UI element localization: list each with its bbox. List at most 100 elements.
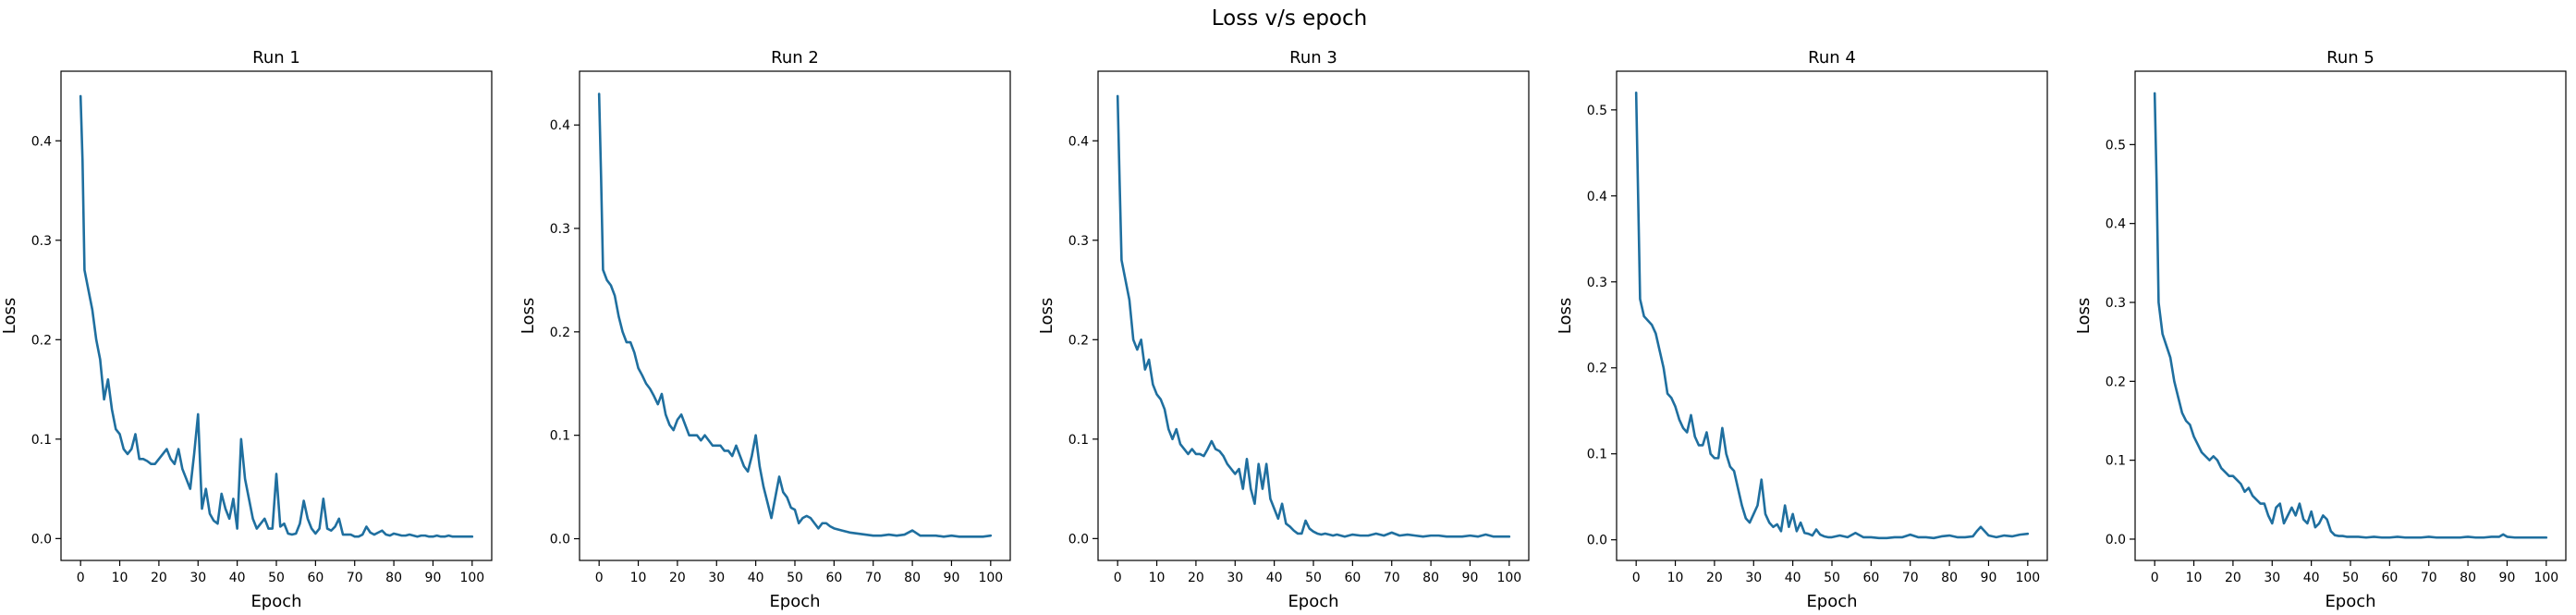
x-tick-label: 100	[1496, 571, 1521, 585]
axes-frame	[579, 70, 1011, 561]
x-tick-label: 0	[1114, 571, 1122, 585]
y-tick-label: 0.1	[550, 429, 570, 444]
x-tick-label: 60	[2381, 571, 2398, 585]
x-tick-label: 40	[1785, 571, 1801, 585]
x-tick-label: 10	[1667, 571, 1684, 585]
x-tick-label: 0	[595, 571, 604, 585]
subplot-title: Run 3	[1289, 48, 1337, 68]
x-tick-label: 80	[904, 571, 921, 585]
loss-series-line	[2153, 92, 2548, 539]
axes-frame	[1097, 70, 1530, 561]
x-tick-label: 50	[1305, 571, 1322, 585]
loss-series-line	[1116, 94, 1511, 538]
y-tick-label: 0.3	[31, 234, 52, 249]
subplot-title: Run 4	[1808, 48, 1856, 68]
x-tick-label: 30	[708, 571, 725, 585]
loss-series-line	[79, 94, 474, 538]
y-tick-label: 0.4	[2106, 217, 2126, 232]
subplot-run-2: Run 2 0 10 20 30 40 50 60 70 80 90 100 0.0 0.1 0.2 0.3 0…	[519, 48, 1011, 611]
x-tick-label: 30	[1745, 571, 1762, 585]
y-tick-label: 0.4	[550, 118, 570, 133]
x-tick-label: 30	[1227, 571, 1243, 585]
y-tick-label: 0.0	[1587, 534, 1607, 548]
subplot-title: Run 5	[2326, 48, 2375, 68]
x-tick-label: 60	[307, 571, 324, 585]
figure-suptitle: Loss v/s epoch	[1212, 6, 1367, 31]
y-tick-label: 0.4	[1587, 190, 1607, 204]
x-tick-label: 90	[2499, 571, 2516, 585]
axes-frame	[2134, 70, 2567, 561]
x-tick-label: 0	[1632, 571, 1641, 585]
x-tick-label: 80	[1422, 571, 1439, 585]
y-axis-label: Loss	[1037, 298, 1056, 334]
x-tick-label: 20	[2225, 571, 2241, 585]
x-tick-label: 30	[2264, 571, 2280, 585]
x-tick-label: 40	[748, 571, 764, 585]
x-axis-label: Epoch	[769, 592, 820, 611]
y-tick-label: 0.5	[2106, 138, 2126, 153]
y-tick-label: 0.2	[1068, 333, 1089, 348]
x-tick-label: 100	[2015, 571, 2040, 585]
x-tick-label: 70	[1902, 571, 1919, 585]
x-tick-label: 70	[1384, 571, 1400, 585]
x-tick-label: 50	[2342, 571, 2359, 585]
y-tick-label: 0.2	[550, 326, 570, 340]
y-tick-label: 0.1	[31, 433, 52, 448]
x-tick-label: 40	[229, 571, 246, 585]
subplot-title: Run 2	[771, 48, 819, 68]
x-tick-label: 60	[1862, 571, 1879, 585]
y-tick-label: 0.3	[550, 222, 570, 237]
x-tick-label: 90	[425, 571, 442, 585]
y-tick-label: 0.3	[2106, 296, 2126, 311]
x-tick-label: 0	[2151, 571, 2159, 585]
x-axis-label: Epoch	[2325, 592, 2375, 611]
x-tick-label: 90	[1462, 571, 1479, 585]
x-tick-label: 50	[787, 571, 803, 585]
x-tick-label: 10	[1149, 571, 1166, 585]
x-tick-label: 80	[2460, 571, 2476, 585]
y-tick-label: 0.2	[2106, 375, 2126, 389]
x-tick-label: 50	[1824, 571, 1840, 585]
y-tick-label: 0.3	[1587, 276, 1607, 290]
y-tick-label: 0.4	[31, 134, 52, 149]
x-tick-label: 70	[865, 571, 882, 585]
x-tick-label: 30	[189, 571, 206, 585]
x-tick-label: 100	[978, 571, 1003, 585]
x-tick-label: 80	[385, 571, 402, 585]
y-axis-label: Loss	[1556, 298, 1575, 334]
x-tick-label: 20	[1706, 571, 1723, 585]
y-tick-label: 0.1	[1587, 448, 1607, 462]
y-tick-label: 0.2	[1587, 362, 1607, 376]
y-axis-label: Loss	[0, 298, 19, 334]
x-tick-label: 60	[825, 571, 842, 585]
y-tick-label: 0.1	[1068, 433, 1089, 448]
subplot-run-5: Run 5 0 10 20 30 40 50 60 70 80 90 100 0.0 0.1 0.2 0.3 0…	[2074, 48, 2567, 611]
x-axis-label: Epoch	[250, 592, 301, 611]
loss-series-line	[1634, 91, 2030, 540]
subplot-title: Run 1	[252, 48, 300, 68]
y-axis-label: Loss	[2074, 298, 2094, 334]
subplot-run-1: Run 1 0 10 20 30 40 50 60 70 80 90 100 0.0 0.1 0.2 0.3 0…	[0, 48, 493, 611]
x-axis-label: Epoch	[1806, 592, 1857, 611]
x-tick-label: 90	[944, 571, 960, 585]
x-tick-label: 20	[151, 571, 167, 585]
x-tick-label: 10	[630, 571, 647, 585]
x-tick-label: 80	[1941, 571, 1958, 585]
x-tick-label: 70	[2421, 571, 2437, 585]
subplot-run-4: Run 4 0 10 20 30 40 50 60 70 80 90 100 0.0 0.1 0.2 0.3 0…	[1556, 48, 2048, 611]
x-tick-label: 40	[1266, 571, 1283, 585]
y-tick-label: 0.0	[550, 533, 570, 547]
x-tick-label: 20	[669, 571, 686, 585]
y-tick-label: 0.0	[1068, 532, 1089, 547]
x-tick-label: 10	[2186, 571, 2203, 585]
axes-frame	[1616, 70, 2048, 561]
subplot-grid: Run 10 10 20 30 40 50 60 70 80 90 1000.00.10.20.30…	[0, 48, 2567, 611]
x-tick-label: 50	[268, 571, 285, 585]
x-tick-label: 100	[459, 571, 484, 585]
y-tick-label: 0.1	[2106, 454, 2126, 469]
y-tick-label: 0.3	[1068, 234, 1089, 249]
y-tick-label: 0.4	[1068, 134, 1089, 149]
axes-frame	[60, 70, 493, 561]
